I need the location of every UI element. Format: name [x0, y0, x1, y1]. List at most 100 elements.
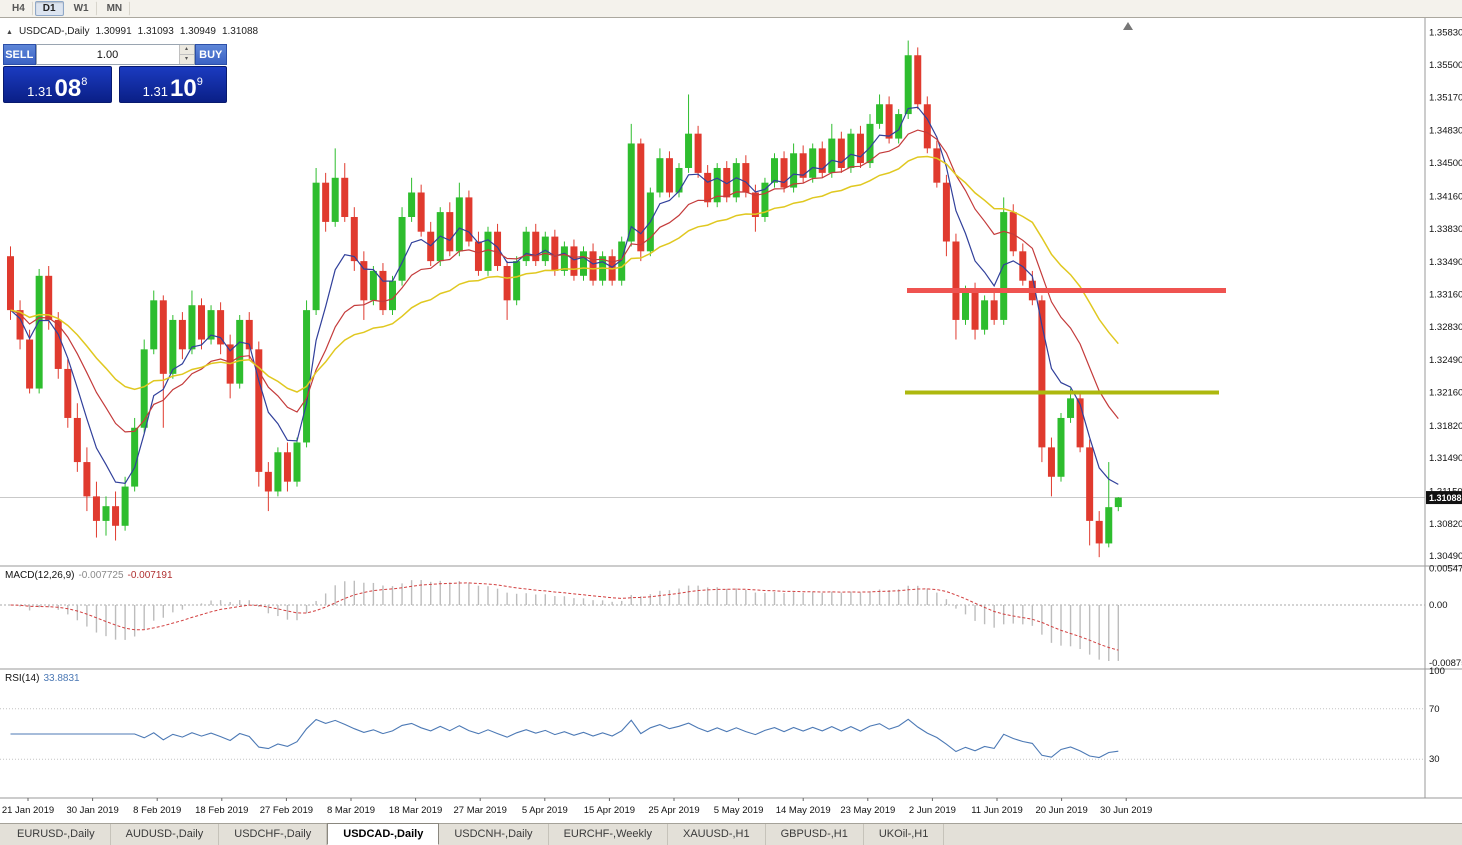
- sell-price-box[interactable]: 1.31 08 8: [3, 66, 112, 103]
- current-price-tag: [1426, 491, 1462, 505]
- candle-body: [140, 349, 148, 428]
- candle-body: [541, 236, 549, 262]
- sell-price-big: 1.31: [27, 84, 53, 99]
- chart-tab-usdcnh-daily[interactable]: USDCNH-,Daily: [439, 824, 549, 845]
- rsi-name: RSI(14): [5, 673, 40, 684]
- candle-body: [914, 55, 922, 105]
- price-axis-label: 1.33830: [1429, 224, 1462, 235]
- candle-body: [704, 172, 712, 203]
- chart-tab-audusd-daily[interactable]: AUDUSD-,Daily: [111, 824, 220, 845]
- candle-body: [1067, 398, 1075, 418]
- price-axis-label: 1.31820: [1429, 421, 1462, 432]
- price-axis-label: 1.35170: [1429, 92, 1462, 103]
- candle-body: [971, 290, 979, 330]
- candle-body: [312, 182, 320, 311]
- symbol-marker-icon: ▲: [6, 29, 13, 36]
- price-axis-label: 1.35500: [1429, 60, 1462, 71]
- chart-tab-xauusd-h1[interactable]: XAUUSD-,H1: [668, 824, 766, 845]
- candle-body: [360, 261, 368, 301]
- candle-body: [198, 305, 205, 340]
- date-axis-label: 18 Mar 2019: [389, 805, 442, 816]
- date-axis-label: 14 May 2019: [776, 805, 831, 816]
- macd-axis-label: 0.005474: [1429, 564, 1462, 575]
- date-axis-label: 30 Jan 2019: [66, 805, 118, 816]
- timeframe-button-mn[interactable]: MN: [99, 1, 131, 16]
- candle-body: [150, 300, 158, 350]
- chart-tab-gbpusd-h1[interactable]: GBPUSD-,H1: [766, 824, 864, 845]
- timeframe-button-w1[interactable]: W1: [66, 1, 97, 16]
- price-axis-label: 1.35830: [1429, 28, 1462, 39]
- candle-body: [131, 427, 139, 487]
- rsi-axis-label: 70: [1429, 704, 1440, 715]
- candle-body: [790, 153, 798, 188]
- price-axis-label: 1.32490: [1429, 355, 1462, 366]
- candle-body: [207, 310, 215, 340]
- trade-controls-row: SELL ▴ ▾ BUY: [3, 44, 227, 65]
- chart-tab-eurusd-daily[interactable]: EURUSD-,Daily: [2, 824, 111, 845]
- rsi-axis-label: 100: [1429, 666, 1445, 677]
- chart-tab-ukoil-h1[interactable]: UKOil-,H1: [864, 824, 945, 845]
- volume-increase-button[interactable]: ▴: [179, 45, 194, 55]
- volume-input[interactable]: [36, 45, 179, 64]
- macd-label: MACD(12,26,9) -0.007725 -0.007191: [5, 570, 177, 581]
- date-axis-label: 18 Feb 2019: [195, 805, 248, 816]
- candle-body: [494, 231, 502, 267]
- price-axis-label: 1.30490: [1429, 551, 1462, 562]
- candle-body: [952, 241, 960, 320]
- rsi-axis-label: 30: [1429, 754, 1440, 765]
- sell-button[interactable]: SELL: [3, 44, 36, 65]
- macd-axis-label: -0.008752: [1429, 658, 1462, 669]
- chart-tab-usdcad-daily[interactable]: USDCAD-,Daily: [327, 823, 440, 845]
- chart-shift-marker-icon: [1123, 22, 1133, 30]
- candle-body: [159, 300, 167, 374]
- candle-body: [283, 452, 291, 482]
- buy-price-pips: 10: [169, 75, 197, 102]
- date-axis-label: 8 Feb 2019: [133, 805, 181, 816]
- date-axis-label: 2 Jun 2019: [909, 805, 956, 816]
- candle-body: [484, 231, 492, 271]
- date-axis-label: 30 Jun 2019: [1100, 805, 1152, 816]
- candle-body: [990, 300, 998, 320]
- candle-body: [761, 182, 769, 217]
- timeframe-button-h4[interactable]: H4: [4, 1, 33, 16]
- candle-body: [389, 280, 396, 311]
- candle-body: [780, 158, 788, 188]
- candle-body: [923, 104, 931, 149]
- buy-price-box[interactable]: 1.31 10 9: [118, 66, 227, 103]
- macd-name: MACD(12,26,9): [5, 570, 75, 581]
- candle-body: [856, 133, 864, 164]
- chart-tab-usdchf-daily[interactable]: USDCHF-,Daily: [219, 824, 328, 845]
- candle-body: [64, 368, 72, 418]
- candle-body: [236, 319, 244, 384]
- date-axis-label: 21 Jan 2019: [2, 805, 54, 816]
- volume-decrease-button[interactable]: ▾: [179, 55, 194, 64]
- price-axis-label: 1.33160: [1429, 289, 1462, 300]
- candle-body: [904, 55, 912, 115]
- price-chart[interactable]: 1.35830 1.35500 1.35170 1.34830 1.34500 1.341…: [0, 0, 1462, 823]
- date-axis-label: 25 Apr 2019: [648, 805, 699, 816]
- ma-mid-line: [10, 129, 1119, 433]
- candle-body: [981, 300, 989, 330]
- price-axis-label: 1.30820: [1429, 519, 1462, 530]
- candle-body: [1057, 417, 1065, 477]
- candle-body: [1095, 520, 1103, 544]
- volume-field: ▴ ▾: [35, 44, 195, 65]
- candle-body: [217, 310, 225, 345]
- chart-tab-eurchf-weekly[interactable]: EURCHF-,Weekly: [549, 824, 668, 845]
- volume-spinner: ▴ ▾: [178, 45, 194, 64]
- buy-price-point: 9: [196, 76, 203, 88]
- timeframe-button-d1[interactable]: D1: [34, 1, 64, 16]
- candle-body: [847, 133, 855, 168]
- rsi-value: 33.8831: [43, 673, 80, 684]
- candle-body: [828, 138, 836, 173]
- candle-body: [255, 349, 263, 472]
- candle-body: [962, 290, 969, 320]
- candle-body: [627, 143, 635, 242]
- date-axis-label: 27 Mar 2019: [454, 805, 507, 816]
- candle-body: [83, 462, 91, 497]
- candle-body: [341, 177, 349, 217]
- candle-body: [245, 319, 253, 350]
- candle-body: [45, 275, 53, 320]
- buy-button[interactable]: BUY: [194, 44, 227, 65]
- date-axis-label: 8 Mar 2019: [327, 805, 375, 816]
